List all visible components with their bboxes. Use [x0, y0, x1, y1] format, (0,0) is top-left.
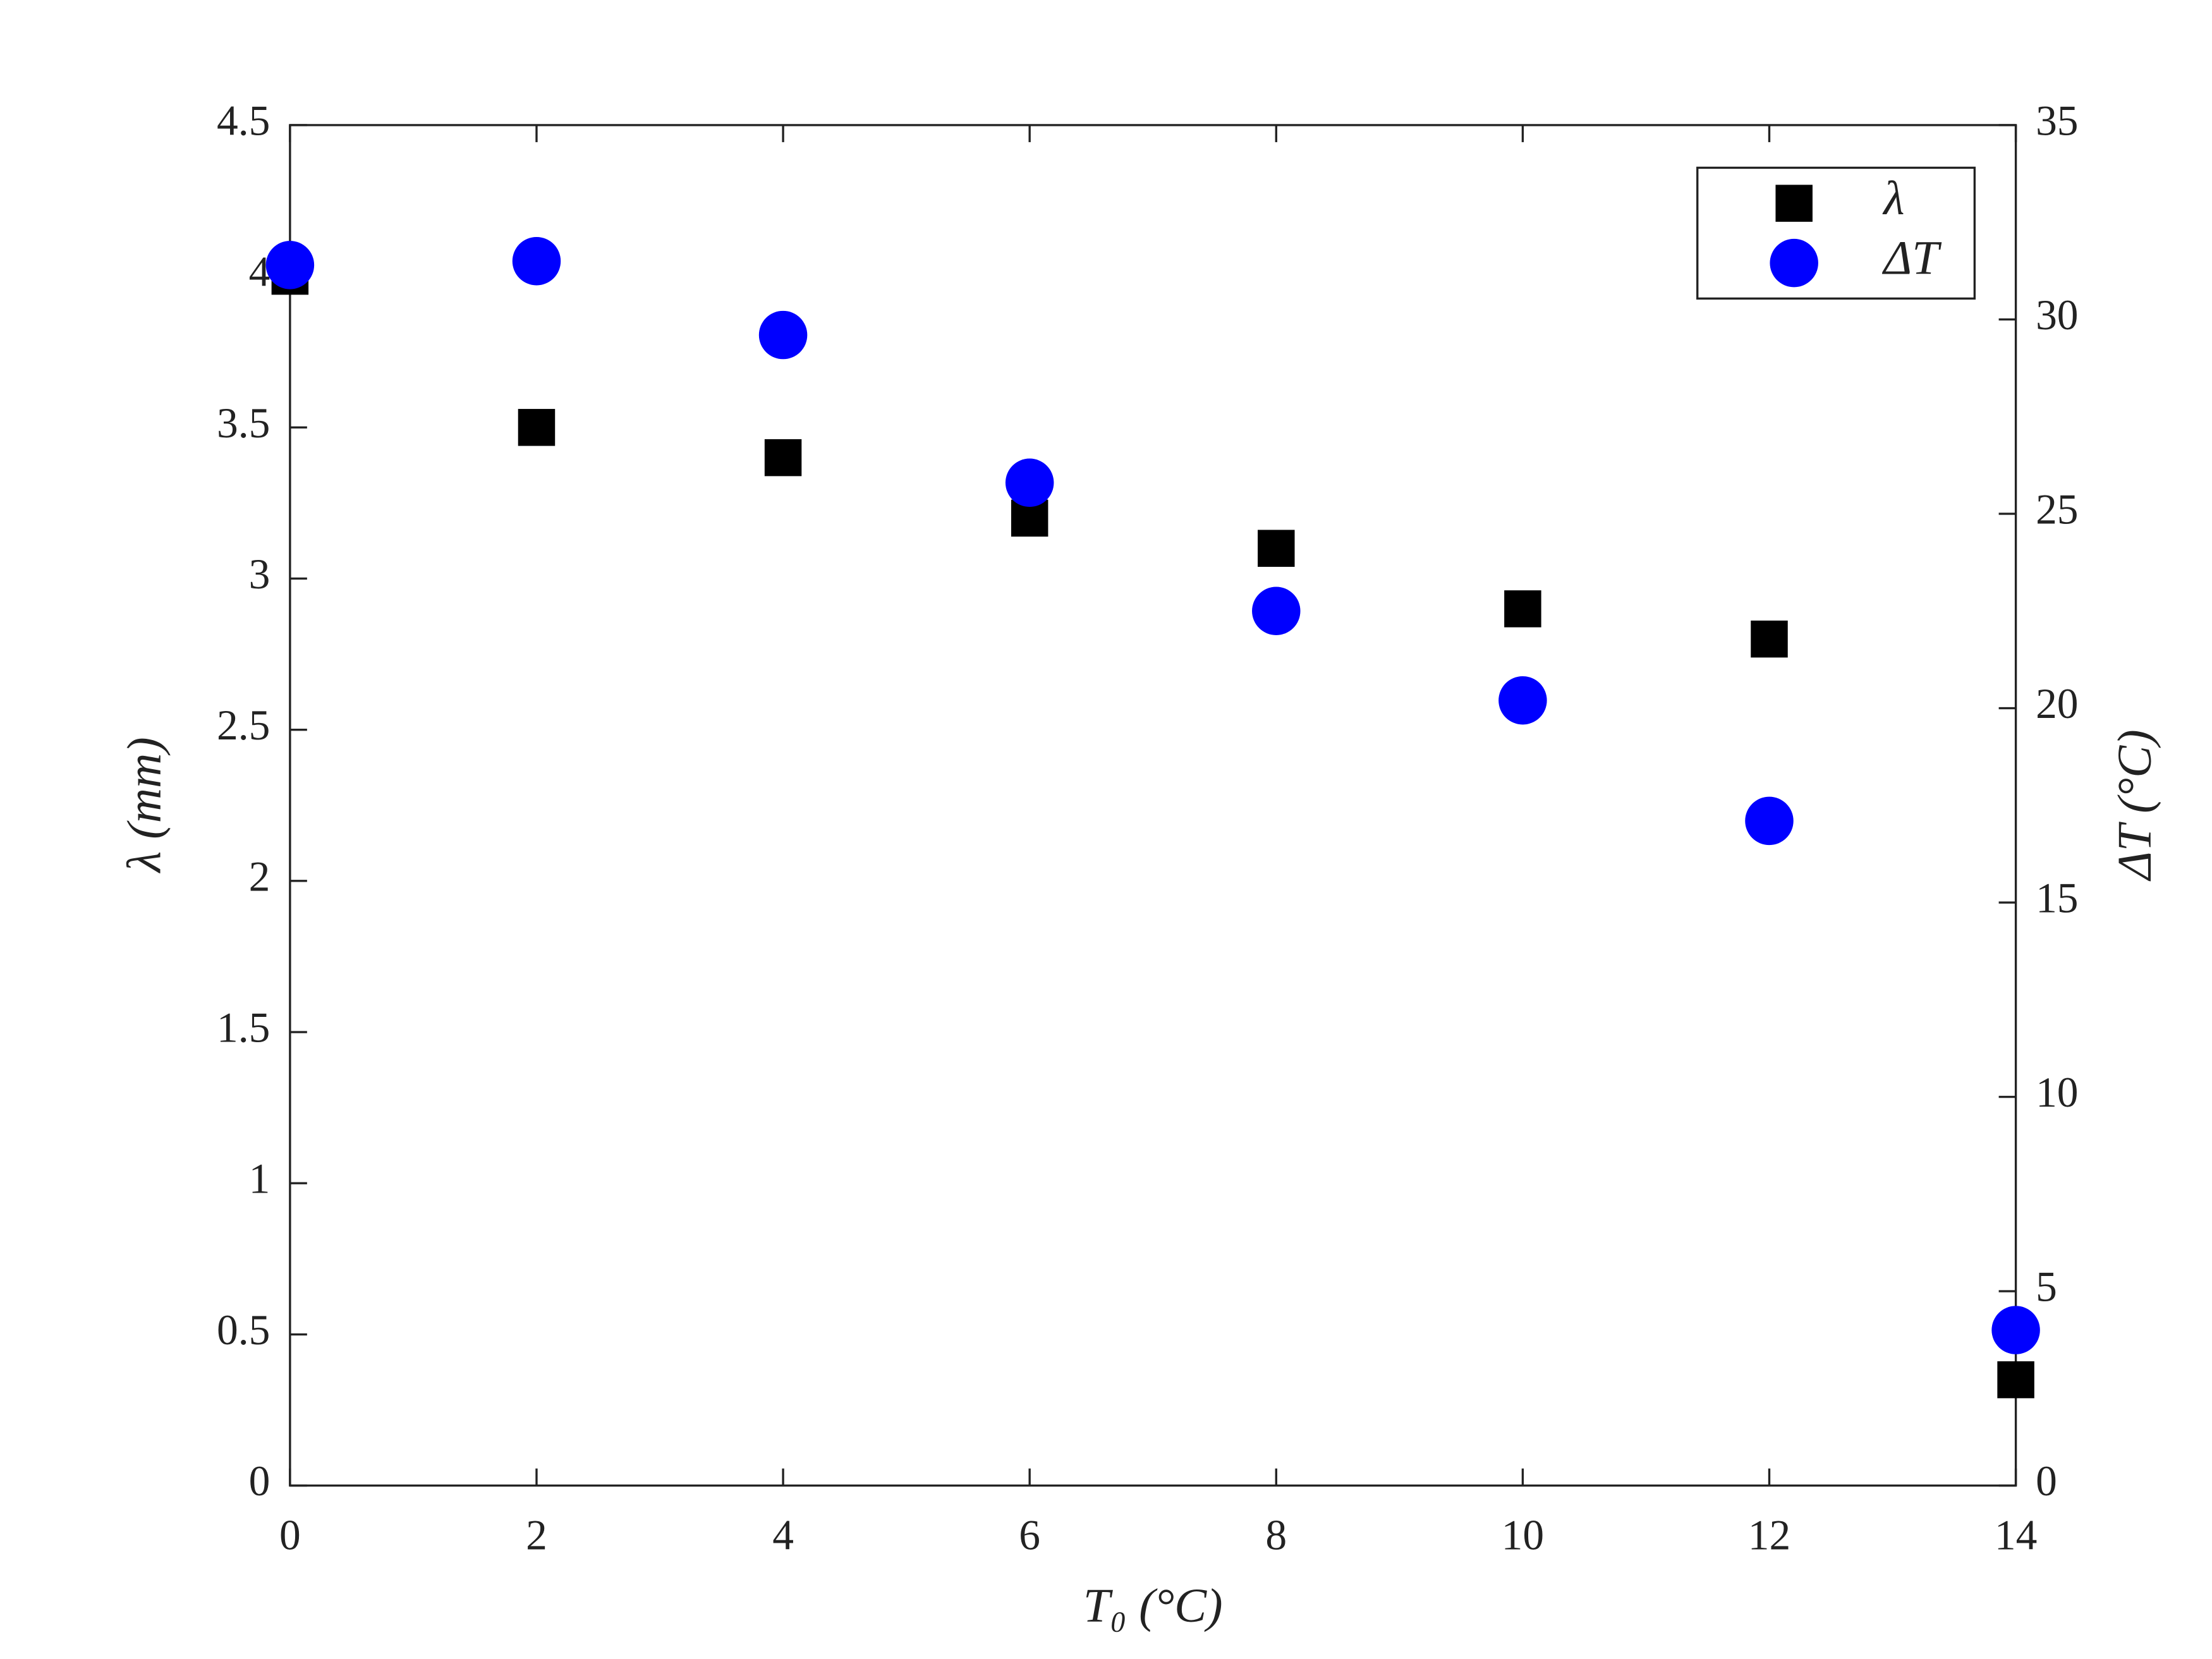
y2-tick-label: 10 [2036, 1069, 2078, 1116]
y-tick-label: 0.5 [217, 1306, 270, 1354]
x-tick-label: 0 [279, 1512, 301, 1559]
legend-label: λ [1882, 171, 1904, 225]
x-tick-label: 10 [1502, 1512, 1544, 1559]
y-tick-label: 4 [249, 248, 270, 296]
y2-tick-label: 0 [2036, 1457, 2057, 1505]
y2-tick-label: 25 [2036, 485, 2078, 533]
legend-label: ΔT [1881, 231, 1942, 285]
point [1258, 530, 1295, 567]
y2-axis-label: ΔT (°C) [2108, 729, 2161, 882]
x-tick-label: 8 [1265, 1512, 1287, 1559]
y-tick-label: 1.5 [217, 1004, 270, 1052]
y2-tick-label: 30 [2036, 291, 2078, 339]
point [1745, 796, 1794, 846]
point [1498, 676, 1547, 725]
point [1991, 1306, 2040, 1354]
y2-tick-label: 5 [2036, 1263, 2057, 1311]
point [512, 236, 561, 286]
point [764, 439, 802, 477]
y-axis-label: λ (mm) [118, 737, 171, 873]
y-tick-label: 2 [249, 853, 270, 900]
x-tick-label: 6 [1019, 1512, 1040, 1559]
legend-marker [1775, 185, 1813, 222]
x-tick-label: 2 [526, 1512, 547, 1559]
plot-frame [289, 124, 2017, 1487]
y-tick-label: 2.5 [217, 702, 270, 749]
point [518, 409, 556, 446]
point [1751, 620, 1788, 658]
x-tick-label: 4 [772, 1512, 794, 1559]
point [265, 241, 315, 289]
x-tick-label: 14 [1995, 1512, 2037, 1559]
y2-tick-label: 35 [2036, 97, 2078, 144]
x-tick-label: 12 [1748, 1512, 1790, 1559]
point [1997, 1361, 2034, 1399]
y2-tick-label: 15 [2036, 875, 2078, 922]
point [1005, 458, 1054, 507]
x-axis-label: T₀ (°C) [1083, 1579, 1223, 1632]
y-tick-label: 3 [249, 550, 270, 598]
point [758, 310, 808, 360]
y-tick-label: 0 [249, 1457, 270, 1505]
legend-marker [1770, 238, 1818, 288]
y-tick-label: 4.5 [217, 97, 270, 144]
y-tick-label: 3.5 [217, 399, 270, 447]
y-tick-label: 1 [249, 1155, 270, 1203]
point [1252, 586, 1301, 635]
point [1504, 590, 1541, 628]
y2-tick-label: 20 [2036, 680, 2078, 727]
legend-box [1696, 166, 1976, 300]
